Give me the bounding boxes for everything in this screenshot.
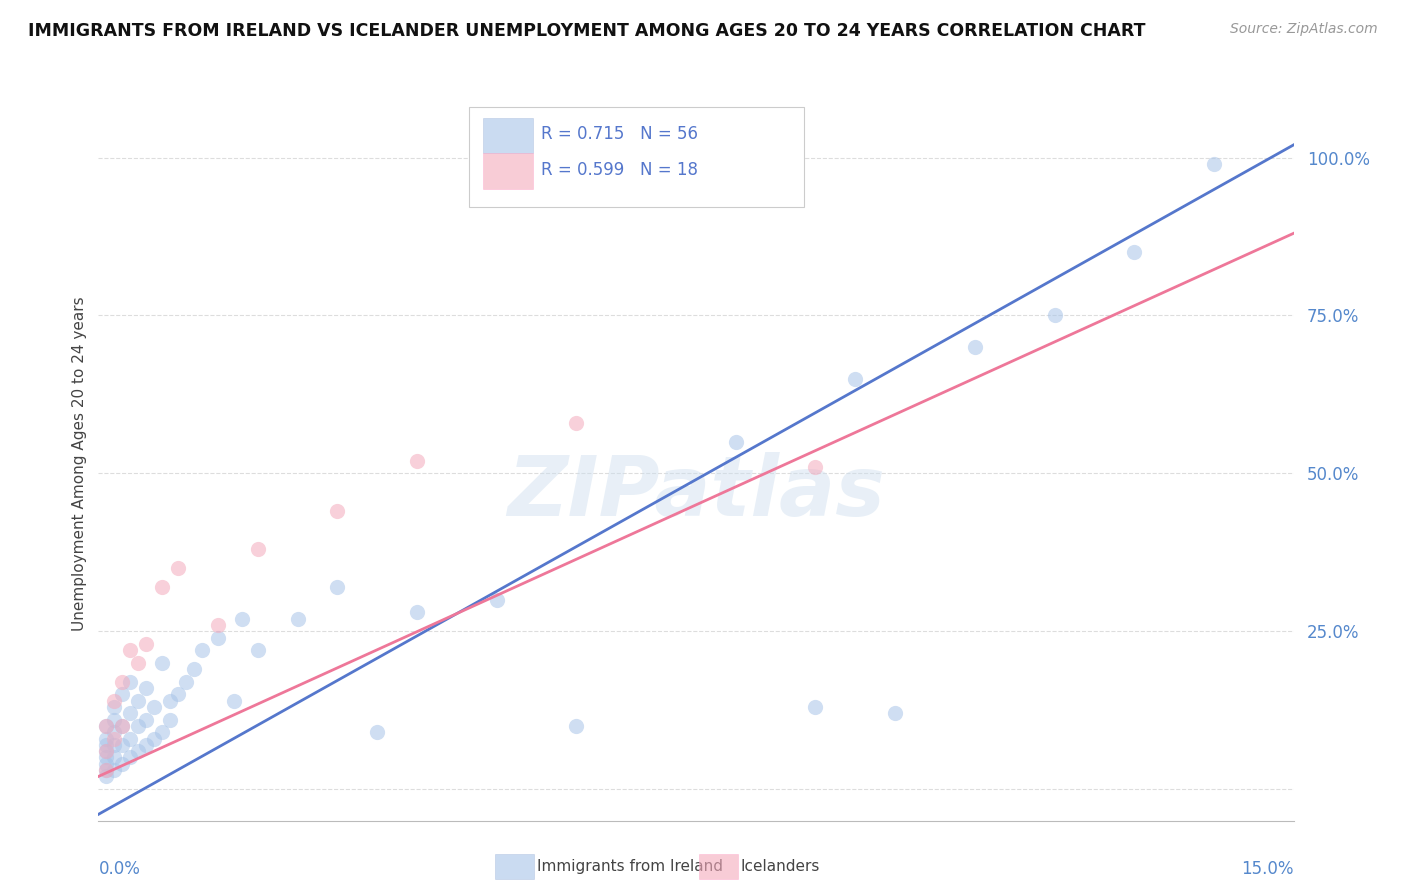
Point (96, 744, 118, 758)
Text: Source: ZipAtlas.com: Source: ZipAtlas.com (1230, 22, 1378, 37)
Point (103, 693, 125, 707)
Point (96, 719, 118, 733)
Point (183, 662, 205, 676)
Point (287, 611, 309, 625)
Point (103, 713, 125, 727)
Point (103, 763, 125, 777)
Point (96, 731, 118, 746)
Point (326, 504, 349, 518)
Point (844, 371, 866, 385)
Point (326, 580, 349, 594)
Point (150, 656, 173, 670)
Point (135, 738, 157, 752)
Point (207, 618, 229, 632)
Point (167, 561, 190, 575)
Point (111, 719, 134, 733)
Point (111, 738, 134, 752)
Point (366, 725, 388, 739)
Point (120, 674, 142, 689)
Point (135, 713, 157, 727)
Point (96, 769, 118, 783)
Y-axis label: Unemployment Among Ages 20 to 24 years: Unemployment Among Ages 20 to 24 years (72, 296, 87, 632)
Point (120, 731, 142, 746)
Text: R = 0.599   N = 18: R = 0.599 N = 18 (540, 161, 697, 178)
Point (191, 643, 214, 657)
Point (174, 674, 197, 689)
Point (120, 643, 142, 657)
Text: Icelanders: Icelanders (741, 859, 820, 873)
Point (111, 687, 134, 701)
Point (246, 643, 269, 657)
Point (724, 434, 747, 449)
FancyBboxPatch shape (484, 118, 533, 153)
Text: Immigrants from Ireland: Immigrants from Ireland (537, 859, 723, 873)
Point (884, 706, 907, 721)
Point (963, 340, 986, 354)
FancyBboxPatch shape (470, 107, 804, 207)
Point (159, 693, 181, 707)
Point (96, 738, 118, 752)
Point (103, 750, 125, 764)
Point (127, 656, 149, 670)
Point (96, 756, 118, 771)
Point (135, 681, 157, 695)
Point (1202, 157, 1225, 171)
FancyBboxPatch shape (484, 153, 533, 189)
Point (565, 719, 588, 733)
Text: R = 0.715   N = 56: R = 0.715 N = 56 (540, 125, 697, 143)
Point (127, 744, 149, 758)
Point (150, 580, 173, 594)
Text: ZIPatlas: ZIPatlas (508, 452, 884, 533)
Point (96, 744, 118, 758)
Point (485, 592, 508, 607)
Point (1043, 309, 1066, 323)
Point (103, 725, 125, 739)
Point (222, 693, 245, 707)
Point (127, 693, 149, 707)
Point (1123, 245, 1146, 260)
Point (246, 542, 269, 557)
Point (111, 719, 134, 733)
Point (103, 738, 125, 752)
Point (804, 460, 827, 475)
Point (111, 674, 134, 689)
Point (565, 416, 588, 430)
Text: IMMIGRANTS FROM IRELAND VS ICELANDER UNEMPLOYMENT AMONG AGES 20 TO 24 YEARS CORR: IMMIGRANTS FROM IRELAND VS ICELANDER UNE… (28, 22, 1146, 40)
Point (135, 637, 157, 651)
Point (96, 763, 118, 777)
Point (167, 687, 190, 701)
Point (120, 706, 142, 721)
Point (143, 700, 166, 714)
Point (103, 731, 125, 746)
Text: 0.0%: 0.0% (98, 860, 141, 878)
Point (231, 611, 253, 625)
Point (96, 750, 118, 764)
Point (406, 605, 429, 619)
Point (111, 756, 134, 771)
Point (143, 731, 166, 746)
Point (406, 453, 429, 467)
Point (120, 750, 142, 764)
Point (804, 700, 827, 714)
Point (127, 719, 149, 733)
Point (159, 713, 181, 727)
Point (96, 763, 118, 777)
Text: 15.0%: 15.0% (1241, 860, 1294, 878)
Point (150, 725, 173, 739)
Point (103, 700, 125, 714)
Point (207, 631, 229, 645)
Point (96, 719, 118, 733)
